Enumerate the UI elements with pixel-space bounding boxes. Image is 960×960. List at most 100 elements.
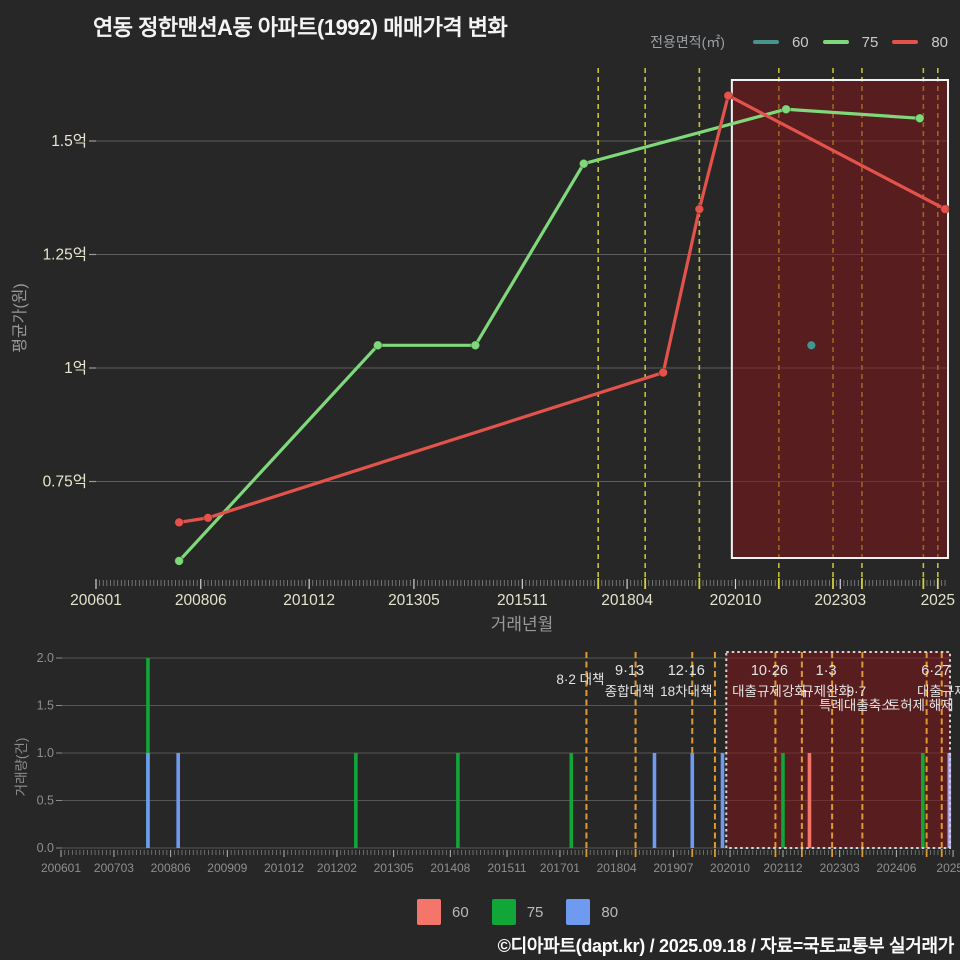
- volume-legend-label-75: 75: [526, 903, 544, 921]
- volume-chart-legend: 60 75 80: [417, 899, 641, 925]
- volume-legend-item-80[interactable]: 80: [566, 899, 618, 925]
- policy-label: 9·13: [615, 663, 644, 679]
- svg-text:0.75억: 0.75억: [43, 473, 87, 491]
- square-swatch-75-icon: [491, 899, 516, 925]
- square-swatch-60-icon: [417, 899, 441, 925]
- svg-text:0.0: 0.0: [37, 841, 54, 855]
- svg-text:1억: 1억: [64, 359, 87, 377]
- svg-text:201012: 201012: [264, 861, 304, 875]
- policy-label: 종합대책: [605, 684, 655, 699]
- svg-text:2.0: 2.0: [37, 651, 54, 665]
- volume-bar-75: [781, 753, 785, 848]
- policy-label: 대출규제: [917, 684, 960, 699]
- volume-legend-item-75[interactable]: 75: [491, 899, 544, 925]
- line-swatch-60-icon: [752, 40, 779, 44]
- legend-item-75[interactable]: 75: [822, 33, 879, 51]
- volume-x-axis: 200601 200703 200806 200909 201012 201202 2013…: [41, 849, 960, 875]
- page-title: 연동 정한맨션A동 아파트(1992) 매매가격 변화: [93, 15, 508, 40]
- svg-text:200806: 200806: [175, 592, 227, 609]
- svg-text:1.5: 1.5: [37, 699, 54, 713]
- volume-bar-80: [176, 753, 180, 848]
- svg-text:201202: 201202: [317, 861, 357, 875]
- svg-text:201804: 201804: [601, 592, 653, 609]
- volume-bar-80: [690, 753, 695, 848]
- volume-bar-75: [354, 753, 358, 848]
- svg-text:202303: 202303: [814, 592, 866, 609]
- policy-annotations: 8·2 대책 9·13 종합대책 12·16 18차대책 10·26 대출규제강화 1·3 규제…: [556, 663, 960, 713]
- svg-text:201305: 201305: [388, 592, 440, 609]
- svg-text:202010: 202010: [710, 861, 750, 875]
- policy-label: 토허제 해제: [888, 698, 954, 713]
- svg-text:202406: 202406: [876, 861, 916, 875]
- copyright-source-credit: ©디아파트(dapt.kr) / 2025.09.18 / 자료=국토교통부 실…: [497, 936, 955, 956]
- price-series-75: [174, 104, 925, 566]
- policy-label: 대출규제강화: [732, 684, 807, 699]
- svg-text:200909: 200909: [207, 861, 247, 875]
- volume-bars: [146, 658, 952, 848]
- legend-label-60: 60: [791, 33, 809, 51]
- svg-text:0.5: 0.5: [37, 794, 54, 808]
- policy-label: 9·7: [847, 684, 867, 699]
- volume-policy-lines: [585, 652, 943, 848]
- svg-text:200601: 200601: [41, 861, 81, 875]
- svg-text:2025: 2025: [921, 592, 955, 609]
- policy-label: 10·26: [751, 663, 788, 679]
- volume-highlight-box: [726, 652, 950, 848]
- volume-axis-title: 거래량(건): [14, 737, 29, 797]
- svg-text:201804: 201804: [597, 861, 637, 875]
- volume-bar-80: [720, 753, 725, 848]
- svg-text:200806: 200806: [151, 861, 191, 875]
- svg-text:201701: 201701: [540, 861, 580, 875]
- volume-legend-label-60: 60: [452, 903, 469, 921]
- svg-text:1.5억: 1.5억: [51, 132, 87, 150]
- policy-label: 8·2 대책: [556, 672, 604, 687]
- volume-legend-item-60[interactable]: 60: [417, 899, 469, 925]
- svg-text:20250: 20250: [936, 861, 960, 875]
- line-swatch-80-icon: [892, 40, 919, 44]
- volume-y-axis: 2.0 1.5 1.0 0.5 0.0: [37, 651, 62, 855]
- svg-text:1.0: 1.0: [37, 746, 54, 760]
- price-chart-legend: 전용면적(㎡) 60 75 80: [650, 32, 948, 52]
- price-y-axis: 1.5억 1.25억 1억 0.75억: [43, 132, 96, 491]
- legend-item-80[interactable]: 80: [892, 34, 948, 51]
- price-highlight-box: [730, 79, 950, 559]
- policy-label: 특례대출축소: [819, 698, 894, 713]
- square-swatch-80-icon: [566, 899, 591, 925]
- policy-label: 6·27: [921, 663, 950, 679]
- legend-label-75: 75: [861, 33, 879, 51]
- policy-label: 규제완화: [801, 684, 851, 699]
- policy-label: 18차대책: [660, 684, 712, 699]
- legend-item-60[interactable]: 60: [752, 33, 809, 51]
- svg-text:201511: 201511: [497, 592, 548, 609]
- volume-bar-80: [146, 753, 150, 848]
- date-axis-title: 거래년월: [490, 615, 554, 634]
- svg-text:202303: 202303: [820, 861, 860, 875]
- volume-bar-80: [947, 753, 952, 848]
- svg-text:201907: 201907: [653, 861, 693, 875]
- svg-text:201408: 201408: [430, 861, 470, 875]
- line-swatch-75-icon: [822, 40, 849, 44]
- policy-label: 12·16: [668, 663, 705, 679]
- volume-bar-75: [456, 753, 460, 848]
- price-series-60: [806, 340, 817, 351]
- svg-text:202010: 202010: [710, 592, 762, 609]
- price-series-80: [174, 90, 950, 528]
- volume-legend-label-80: 80: [601, 903, 619, 921]
- svg-text:201305: 201305: [374, 861, 414, 875]
- volume-bar-60: [807, 753, 812, 848]
- svg-text:200601: 200601: [70, 592, 122, 609]
- policy-label: 1·3: [816, 663, 837, 679]
- legend-caption: 전용면적(㎡): [650, 34, 725, 50]
- price-axis-title: 평균가(원): [12, 283, 29, 353]
- legend-label-80: 80: [931, 33, 948, 51]
- svg-text:201012: 201012: [283, 592, 335, 609]
- svg-text:1.25억: 1.25억: [43, 246, 87, 264]
- volume-bar-75: [921, 753, 925, 848]
- svg-text:200703: 200703: [94, 861, 134, 875]
- volume-bar-75: [569, 753, 574, 848]
- volume-highlight-box-border: [725, 651, 952, 849]
- volume-bar-80: [652, 753, 657, 848]
- svg-text:202112: 202112: [763, 861, 802, 875]
